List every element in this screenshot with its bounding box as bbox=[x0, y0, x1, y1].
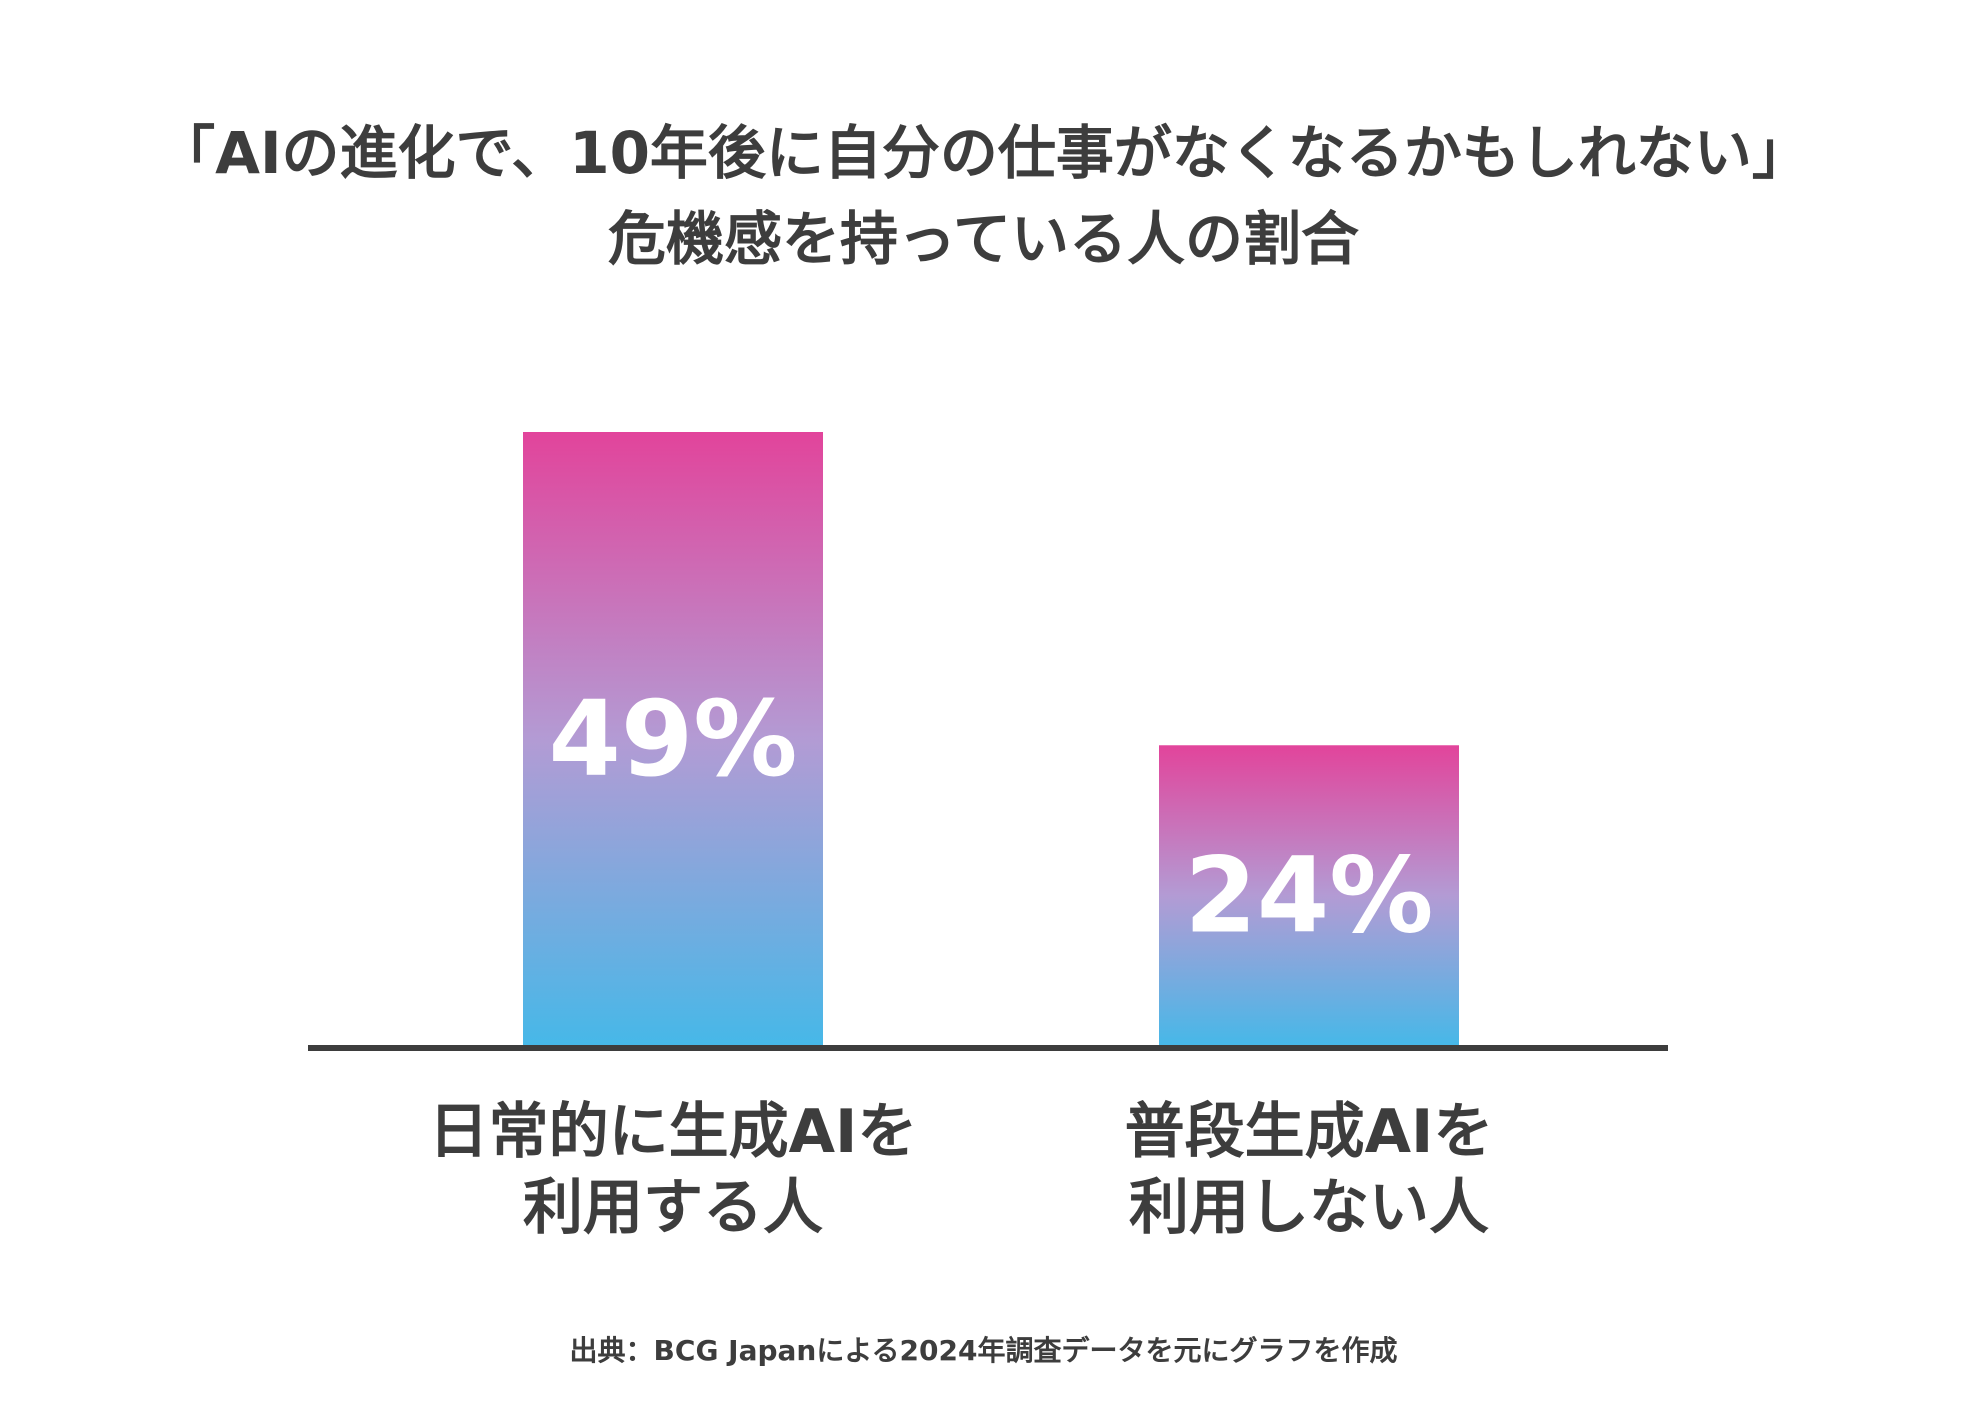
bar-0 bbox=[523, 432, 823, 1046]
category-label-line: 利用する人 bbox=[523, 1173, 823, 1243]
category-label-line: 利用しない人 bbox=[1129, 1173, 1489, 1243]
chart-title-line-2: 危機感を持っている人の割合 bbox=[607, 205, 1360, 273]
category-label-line: 普段生成AIを bbox=[1124, 1097, 1494, 1167]
category-label-line: 日常的に生成AIを bbox=[428, 1097, 918, 1167]
bar-value-label-0: 49% bbox=[549, 678, 798, 800]
source-note: 出典：BCG Japanによる2024年調査データを元にグラフを作成 bbox=[569, 1334, 1398, 1367]
category-label-non-users: 普段生成AIを 利用しない人 bbox=[1029, 1094, 1589, 1246]
category-label-daily-users: 日常的に生成AIを 利用する人 bbox=[393, 1094, 953, 1246]
bar-value-label-1: 24% bbox=[1185, 835, 1434, 957]
bar-1 bbox=[1159, 745, 1459, 1046]
chart-title-line-1: 「AIの進化で、10年後に自分の仕事がなくなるかもしれない」 bbox=[157, 119, 1810, 187]
